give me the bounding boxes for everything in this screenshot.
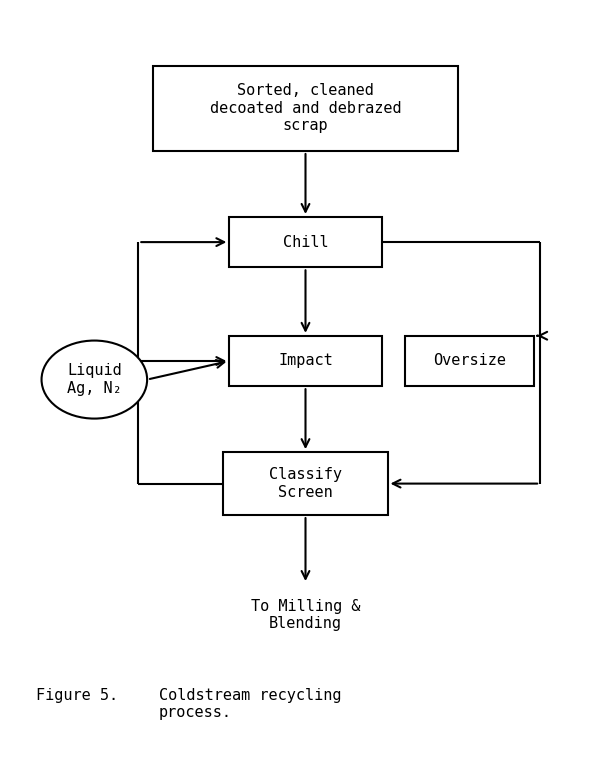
- FancyBboxPatch shape: [405, 336, 534, 386]
- FancyBboxPatch shape: [224, 452, 387, 515]
- Text: Impact: Impact: [278, 354, 333, 368]
- Text: To Milling &
Blending: To Milling & Blending: [251, 599, 360, 631]
- Text: Figure 5.: Figure 5.: [35, 688, 118, 703]
- FancyBboxPatch shape: [229, 217, 382, 267]
- Text: Chill: Chill: [283, 235, 328, 249]
- FancyBboxPatch shape: [153, 66, 458, 151]
- Text: Sorted, cleaned
decoated and debrazed
scrap: Sorted, cleaned decoated and debrazed sc…: [210, 84, 401, 133]
- Text: Liquid
Ag, N₂: Liquid Ag, N₂: [67, 363, 122, 396]
- Text: Coldstream recycling
process.: Coldstream recycling process.: [159, 688, 342, 721]
- Text: Classify
Screen: Classify Screen: [269, 467, 342, 500]
- FancyBboxPatch shape: [229, 336, 382, 386]
- Text: Oversize: Oversize: [433, 354, 507, 368]
- Ellipse shape: [42, 341, 147, 419]
